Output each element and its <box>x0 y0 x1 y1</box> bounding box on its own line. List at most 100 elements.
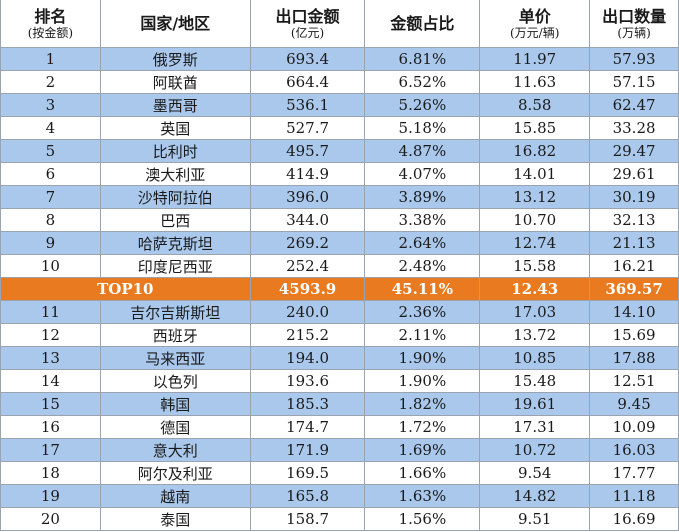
cell: 9.51 <box>480 508 591 530</box>
header-cell: 排名 (按金额) <box>1 0 101 47</box>
cell: 哈萨克斯坦 <box>101 232 251 254</box>
cell: 414.9 <box>251 163 366 185</box>
data-row: 1 俄罗斯 693.4 6.81% 11.97 57.93 <box>1 48 679 71</box>
cell: 5.18% <box>365 117 481 139</box>
data-row: 19 越南 165.8 1.63% 14.82 11.18 <box>1 485 679 508</box>
cell: 4.07% <box>365 163 481 185</box>
data-row: 14 以色列 193.6 1.90% 15.48 12.51 <box>1 370 679 393</box>
cell: 10.09 <box>590 416 679 438</box>
header-title: 金额占比 <box>390 13 455 33</box>
cell: 29.47 <box>590 140 679 162</box>
cell: 巴西 <box>101 209 251 231</box>
cell: 29.61 <box>590 163 679 185</box>
cell: 15.85 <box>480 117 591 139</box>
data-row: 6 澳大利亚 414.9 4.07% 14.01 29.61 <box>1 163 679 186</box>
cell: 158.7 <box>251 508 366 530</box>
cell: 174.7 <box>251 416 366 438</box>
data-row: 8 巴西 344.0 3.38% 10.70 32.13 <box>1 209 679 232</box>
cell: 17.77 <box>590 462 679 484</box>
cell: 英国 <box>101 117 251 139</box>
cell: 15.48 <box>480 370 591 392</box>
cell: 693.4 <box>251 48 366 70</box>
cell: 澳大利亚 <box>101 163 251 185</box>
cell: 57.15 <box>590 71 679 93</box>
header-title: 出口数量 <box>602 6 667 26</box>
cell: 16.82 <box>480 140 591 162</box>
cell: 墨西哥 <box>101 94 251 116</box>
cell: 5 <box>1 140 101 162</box>
cell: 215.2 <box>251 324 366 346</box>
cell: 664.4 <box>251 71 366 93</box>
cell: 8 <box>1 209 101 231</box>
cell: 11.63 <box>480 71 591 93</box>
header-title: 单价 <box>518 6 551 26</box>
data-row: 12 西班牙 215.2 2.11% 13.72 15.69 <box>1 324 679 347</box>
cell: 西班牙 <box>101 324 251 346</box>
cell: 马来西亚 <box>101 347 251 369</box>
cell: 印度尼西亚 <box>101 255 251 277</box>
cell: 11.97 <box>480 48 591 70</box>
cell: 12.74 <box>480 232 591 254</box>
cell: 12.51 <box>590 370 679 392</box>
cell: 韩国 <box>101 393 251 415</box>
cell: 沙特阿拉伯 <box>101 186 251 208</box>
cell: 6.81% <box>365 48 481 70</box>
header-title: 出口金额 <box>275 6 340 26</box>
cell: 意大利 <box>101 439 251 461</box>
cell: 俄罗斯 <box>101 48 251 70</box>
cell: 3.89% <box>365 186 481 208</box>
cell: 344.0 <box>251 209 366 231</box>
cell: 1.63% <box>365 485 481 507</box>
cell: 越南 <box>101 485 251 507</box>
cell: 德国 <box>101 416 251 438</box>
cell: 18 <box>1 462 101 484</box>
cell: 吉尔吉斯斯坦 <box>101 301 251 323</box>
cell: 193.6 <box>251 370 366 392</box>
cell: 165.8 <box>251 485 366 507</box>
cell: 10 <box>1 255 101 277</box>
cell: 15.58 <box>480 255 591 277</box>
cell: 1 <box>1 48 101 70</box>
cell: 194.0 <box>251 347 366 369</box>
cell: 2.36% <box>365 301 481 323</box>
cell: 1.66% <box>365 462 481 484</box>
cell: 19 <box>1 485 101 507</box>
cell: 比利时 <box>101 140 251 162</box>
data-row: 10 印度尼西亚 252.4 2.48% 15.58 16.21 <box>1 255 679 278</box>
cell: 16.21 <box>590 255 679 277</box>
cell: 16.03 <box>590 439 679 461</box>
cell: 2.11% <box>365 324 481 346</box>
data-row: 5 比利时 495.7 4.87% 16.82 29.47 <box>1 140 679 163</box>
cell: TOP10 <box>1 278 251 300</box>
cell: 10.85 <box>480 347 591 369</box>
header-subtitle: (万元/辆) <box>510 25 560 40</box>
data-row: 18 阿尔及利亚 169.5 1.66% 9.54 17.77 <box>1 462 679 485</box>
cell: 10.72 <box>480 439 591 461</box>
cell: 13.72 <box>480 324 591 346</box>
cell: 10.70 <box>480 209 591 231</box>
cell: 20 <box>1 508 101 530</box>
data-row: 7 沙特阿拉伯 396.0 3.89% 13.12 30.19 <box>1 186 679 209</box>
cell: 14.10 <box>590 301 679 323</box>
header-cell: 国家/地区 <box>101 0 251 47</box>
cell: 15 <box>1 393 101 415</box>
cell: 13 <box>1 347 101 369</box>
cell: 9.54 <box>480 462 591 484</box>
data-row: 16 德国 174.7 1.72% 17.31 10.09 <box>1 416 679 439</box>
cell: 11.18 <box>590 485 679 507</box>
cell: 11 <box>1 301 101 323</box>
data-row: 4 英国 527.7 5.18% 15.85 33.28 <box>1 117 679 140</box>
cell: 33.28 <box>590 117 679 139</box>
cell: 252.4 <box>251 255 366 277</box>
cell: 阿尔及利亚 <box>101 462 251 484</box>
cell: 13.12 <box>480 186 591 208</box>
data-row: 9 哈萨克斯坦 269.2 2.64% 12.74 21.13 <box>1 232 679 255</box>
cell: 1.90% <box>365 347 481 369</box>
header-row: 排名 (按金额) 国家/地区 出口金额 (亿元) 金额占比 单价 (万元/辆) 出口数量 (万辆) <box>1 0 679 48</box>
cell: 45.11% <box>365 278 481 300</box>
cell: 17.03 <box>480 301 591 323</box>
cell: 14.82 <box>480 485 591 507</box>
cell: 14 <box>1 370 101 392</box>
